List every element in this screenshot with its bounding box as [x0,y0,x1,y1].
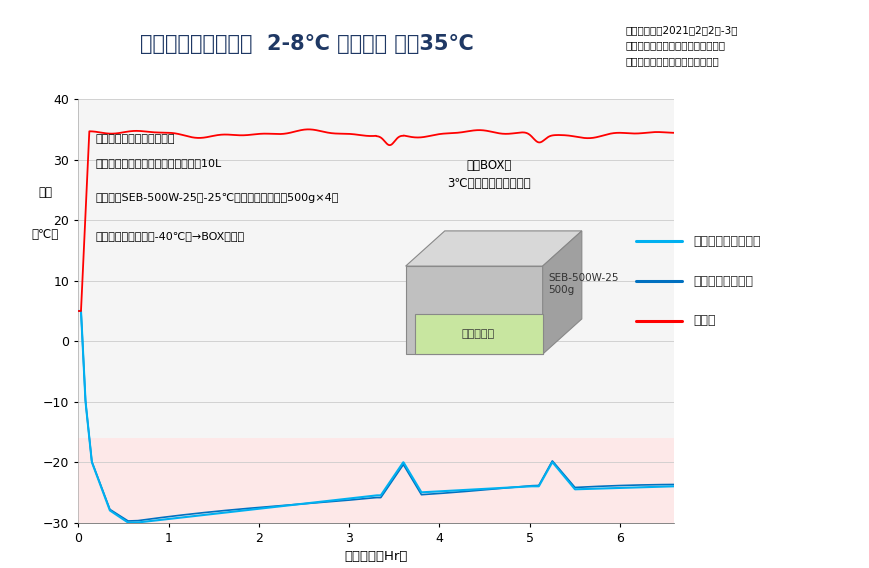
Polygon shape [405,266,542,354]
Text: SEB-500W-25
500g: SEB-500W-25 500g [548,273,619,295]
Text: 外気温: 外気温 [693,315,715,327]
Text: 温度: 温度 [38,186,52,199]
Text: 発泡BOX内
3℃保冷剤セッティング: 発泡BOX内 3℃保冷剤セッティング [447,158,531,190]
Polygon shape [405,231,581,266]
Polygon shape [542,231,581,354]
Text: 試験実施日：2021年2月2日-3日
試験実施場所　：　株スギヤマゲン
試験実施者　：　株スギヤマゲン: 試験実施日：2021年2月2日-3日 試験実施場所 ： 株スギヤマゲン 試験実施… [626,25,738,66]
Polygon shape [415,314,542,354]
Text: アルミ内箱内スミ: アルミ内箱内スミ [693,275,753,287]
Text: （℃）: （℃） [32,228,59,241]
Text: 定温輸送容器セット  2-8℃ 温度試験 外気35℃: 定温輸送容器セット 2-8℃ 温度試験 外気35℃ [140,34,473,54]
Bar [78,438,673,523]
Text: ＜温度計測試験実施条件＞: ＜温度計測試験実施条件＞ [96,134,175,144]
X-axis label: 経過時間（Hr）: 経過時間（Hr） [344,550,408,563]
Text: 投入条件：冷凍庫（-40℃）→BOX内投入: 投入条件：冷凍庫（-40℃）→BOX内投入 [96,231,244,241]
Text: 保冷剤：SEB-500W-25（-25℃融点保冷剤）　　500g×4枚: 保冷剤：SEB-500W-25（-25℃融点保冷剤） 500g×4枚 [96,193,339,203]
Text: アルミ内箱内中心部: アルミ内箱内中心部 [693,235,760,248]
Text: 使用ボックス　：　発泡ボックス　10L: 使用ボックス ： 発泡ボックス 10L [96,157,222,168]
Text: アルミ内箱: アルミ内箱 [461,329,494,339]
